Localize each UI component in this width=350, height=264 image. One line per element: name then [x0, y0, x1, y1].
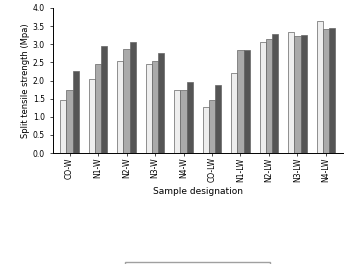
- Bar: [323, 29, 329, 153]
- Bar: [231, 73, 237, 153]
- Bar: [146, 64, 152, 153]
- Bar: [60, 100, 66, 153]
- Bar: [124, 49, 130, 153]
- Legend: 7 days, 28 days, 90 days: 7 days, 28 days, 90 days: [125, 262, 270, 264]
- Bar: [260, 43, 266, 153]
- Bar: [187, 82, 193, 153]
- X-axis label: Sample designation: Sample designation: [153, 187, 243, 196]
- Bar: [152, 60, 158, 153]
- Bar: [158, 53, 164, 153]
- Bar: [117, 60, 124, 153]
- Bar: [209, 100, 215, 153]
- Bar: [101, 46, 107, 153]
- Bar: [294, 36, 301, 153]
- Bar: [266, 39, 272, 153]
- Y-axis label: Split tensile strength (Mpa): Split tensile strength (Mpa): [21, 23, 30, 138]
- Bar: [288, 32, 294, 153]
- Bar: [180, 89, 187, 153]
- Bar: [89, 79, 95, 153]
- Bar: [130, 42, 136, 153]
- Bar: [66, 89, 73, 153]
- Bar: [329, 28, 335, 153]
- Bar: [316, 21, 323, 153]
- Bar: [203, 107, 209, 153]
- Bar: [244, 50, 250, 153]
- Bar: [301, 35, 307, 153]
- Bar: [215, 85, 222, 153]
- Bar: [272, 34, 278, 153]
- Bar: [237, 50, 244, 153]
- Bar: [174, 89, 180, 153]
- Bar: [95, 64, 101, 153]
- Bar: [73, 72, 79, 153]
